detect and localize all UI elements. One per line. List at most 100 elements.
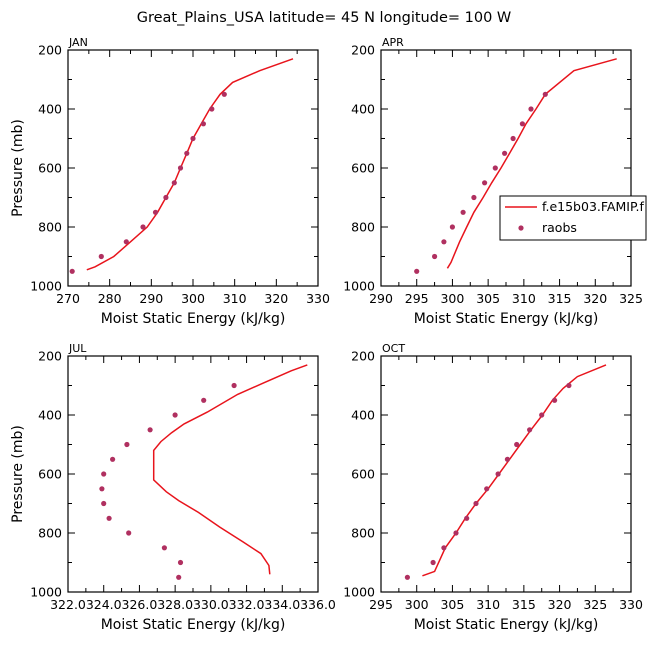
x-tick-label: 328.0 [157,597,193,612]
y-tick-label: 800 [38,220,62,235]
obs-point [495,471,501,477]
obs-point [101,500,107,507]
obs-point [484,486,490,492]
y-tick-label: 600 [351,467,375,482]
obs-point [123,239,129,245]
legend-obs-swatch [518,225,524,231]
model-line [422,364,607,577]
x-tick-label: 315 [548,291,572,306]
x-tick-label: 310 [512,291,536,306]
model-line [152,364,308,575]
x-axis-label: Moist Static Energy (kJ/kg) [101,617,286,633]
x-tick-label: 310 [476,597,500,612]
y-tick-label: 400 [351,102,375,117]
x-tick-label: 305 [476,291,500,306]
legend-model-label: f.e15b03.FAMIP.f [542,199,645,214]
x-tick-label: 325 [619,291,643,306]
obs-point [566,382,572,389]
model-line [86,58,294,271]
y-tick-label: 1000 [30,585,62,600]
panel-oct: 295 300 305 310 315 320 325 330 200 400 600 800 1000… [343,342,643,633]
panel-label: APR [382,36,404,49]
obs-point [510,135,516,142]
x-tick-label: 305 [440,597,464,612]
obs-point [492,165,498,171]
y-tick-label: 400 [38,408,62,423]
obs-point [101,471,107,477]
obs-point [504,456,510,462]
x-tick-label: 320 [264,291,288,306]
x-tick-label: 332.0 [229,597,265,612]
x-tick-label: 330.0 [193,597,229,612]
y-tick-label: 600 [38,467,62,482]
x-axis-label: Moist Static Energy (kJ/kg) [414,311,599,327]
obs-point [430,559,436,566]
y-tick-label: 200 [38,43,62,58]
x-tick-label: 270 [56,291,80,306]
plot-frame [380,49,632,287]
x-tick-label: 300 [405,597,429,612]
obs-point [209,106,215,112]
legend-box [499,195,647,241]
obs-point [527,427,533,433]
obs-point [190,135,196,142]
obs-point [539,412,545,418]
y-tick-label: 600 [351,161,375,176]
panel-jul: 322.0 324.0 326.0 328.0 330.0 332.0 334.0 336.0… [10,342,336,633]
x-tick-label: 334.0 [264,597,300,612]
obs-point [172,412,178,418]
obs-point [106,515,112,521]
obs-point [453,530,459,536]
legend: f.e15b03.FAMIP.f raobs [499,195,647,241]
y-tick-label: 200 [351,43,375,58]
obs-point [124,441,130,448]
obs-point [441,545,447,551]
x-tick-label: 290 [139,291,163,306]
obs-point [471,194,477,201]
obs-point [140,224,146,230]
obs-point [152,209,159,215]
obs-point [98,253,104,260]
obs-point [542,91,548,97]
obs-point [126,530,132,536]
x-tick-label: 310 [223,291,247,306]
obs-point [460,209,466,215]
obs-point [147,427,153,433]
x-tick-label: 326.0 [122,597,158,612]
obs-point [514,441,520,448]
obs-point [171,180,177,186]
y-tick-label: 1000 [343,585,375,600]
obs-point [176,574,182,580]
x-tick-label: 280 [98,291,122,306]
panel-label: OCT [382,342,405,355]
obs-point [110,456,116,462]
obs-point [432,253,438,260]
x-tick-label: 325 [583,597,607,612]
x-tick-label: 336.0 [300,597,336,612]
x-tick-label: 324.0 [86,597,122,612]
obs-point [473,500,479,507]
x-tick-label: 320 [548,597,572,612]
panel-apr: 290 295 300 305 310 315 320 325 200 400 600 800 1000… [343,36,647,327]
y-tick-label: 200 [38,349,62,364]
plot-frame [67,49,319,287]
x-tick-label: 322.0 [50,597,86,612]
obs-point [519,121,526,127]
x-tick-label: 295 [405,291,429,306]
panel-jan: 270 280 290 300 310 320 330 200 400 600 800 1000 JAN… [10,36,330,327]
x-tick-label: 320 [583,291,607,306]
obs-point [177,165,184,171]
y-tick-label: 1000 [30,279,62,294]
x-tick-label: 330 [619,597,643,612]
y-tick-label: 400 [351,408,375,423]
y-tick-label: 1000 [343,279,375,294]
panel-label: JUL [68,342,87,355]
legend-obs-label: raobs [542,220,577,235]
y-tick-label: 800 [351,526,375,541]
obs-point [482,180,488,186]
obs-point [502,150,508,156]
panel-label: JAN [68,36,88,49]
y-tick-label: 800 [351,220,375,235]
obs-point [200,121,206,127]
